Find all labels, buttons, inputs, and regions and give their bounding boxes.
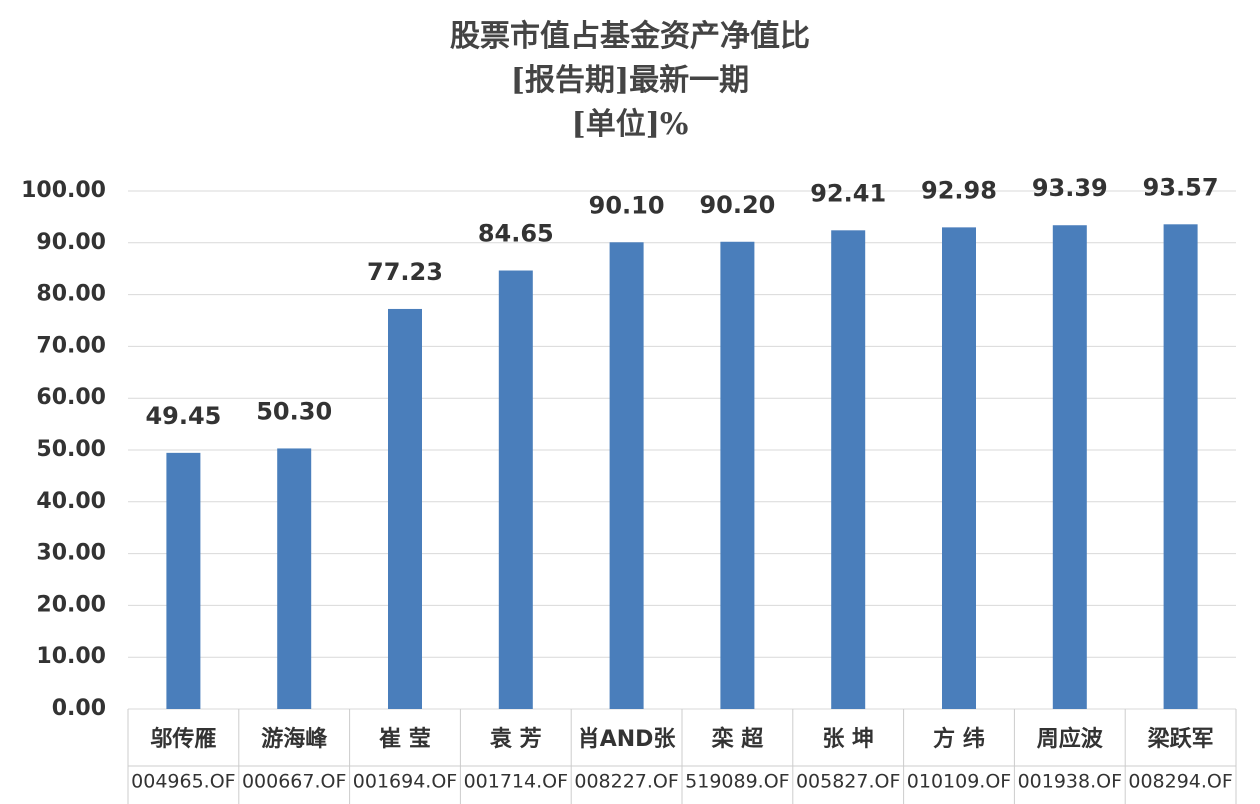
y-tick-label: 20.00 — [36, 592, 106, 617]
data-label: 92.98 — [921, 176, 997, 204]
y-tick-label: 0.00 — [52, 696, 106, 721]
chart-title: 股票市值占基金资产净值比 — [450, 19, 810, 54]
x-tick-code: 008294.OF — [1128, 771, 1232, 793]
bar — [277, 448, 312, 709]
x-tick-label: 梁跃军 — [1147, 727, 1214, 752]
x-tick-code: 000667.OF — [242, 771, 346, 793]
x-tick-label: 张 坤 — [822, 727, 874, 752]
y-tick-label: 90.00 — [36, 230, 106, 255]
bar — [720, 241, 755, 709]
x-tick-label: 栾 超 — [711, 726, 765, 752]
y-tick-label: 50.00 — [36, 437, 106, 462]
x-tick-code: 001714.OF — [464, 771, 568, 793]
bar — [388, 308, 422, 709]
x-tick-label: 游海峰 — [261, 726, 328, 752]
x-tick-label: 崔 莹 — [379, 727, 431, 752]
bar — [942, 227, 976, 710]
bar — [166, 452, 201, 709]
x-tick-label: 肖AND张 — [578, 727, 677, 752]
y-tick-label: 30.00 — [36, 541, 106, 566]
x-tick-code: 010109.OF — [907, 771, 1011, 793]
data-label: 84.65 — [478, 220, 554, 248]
data-label: 49.45 — [145, 402, 221, 430]
bar — [498, 270, 533, 709]
y-tick-label: 40.00 — [36, 489, 106, 514]
data-label: 90.10 — [589, 191, 665, 219]
y-tick-label: 80.00 — [36, 282, 106, 307]
data-label: 90.20 — [699, 191, 775, 219]
x-tick-code: 001938.OF — [1018, 771, 1122, 793]
x-tick-label: 邬传雁 — [150, 726, 216, 752]
x-tick-label: 周应波 — [1037, 726, 1104, 752]
data-label: 93.57 — [1143, 173, 1219, 201]
data-label: 93.39 — [1032, 174, 1108, 202]
x-tick-code: 005827.OF — [796, 771, 900, 793]
data-label: 50.30 — [256, 397, 332, 425]
x-tick-label: 袁 芳 — [489, 726, 542, 752]
data-label: 77.23 — [367, 258, 443, 286]
y-tick-label: 100.00 — [21, 178, 106, 203]
x-tick-code: 519089.OF — [685, 771, 789, 793]
chart-subtitle: [单位]% — [572, 107, 689, 142]
bar — [1163, 224, 1198, 709]
y-tick-label: 70.00 — [36, 333, 106, 358]
bar — [1052, 225, 1087, 709]
bar — [609, 242, 644, 710]
x-tick-code: 001694.OF — [353, 771, 457, 793]
data-label: 92.41 — [810, 179, 886, 207]
y-tick-label: 10.00 — [36, 644, 106, 669]
chart-subtitle: [报告期]最新一期 — [511, 63, 749, 98]
x-tick-code: 008227.OF — [574, 771, 678, 793]
x-tick-label: 方 纬 — [933, 726, 985, 752]
x-tick-code: 004965.OF — [131, 771, 235, 793]
y-tick-label: 60.00 — [36, 385, 106, 410]
bar — [831, 230, 866, 709]
